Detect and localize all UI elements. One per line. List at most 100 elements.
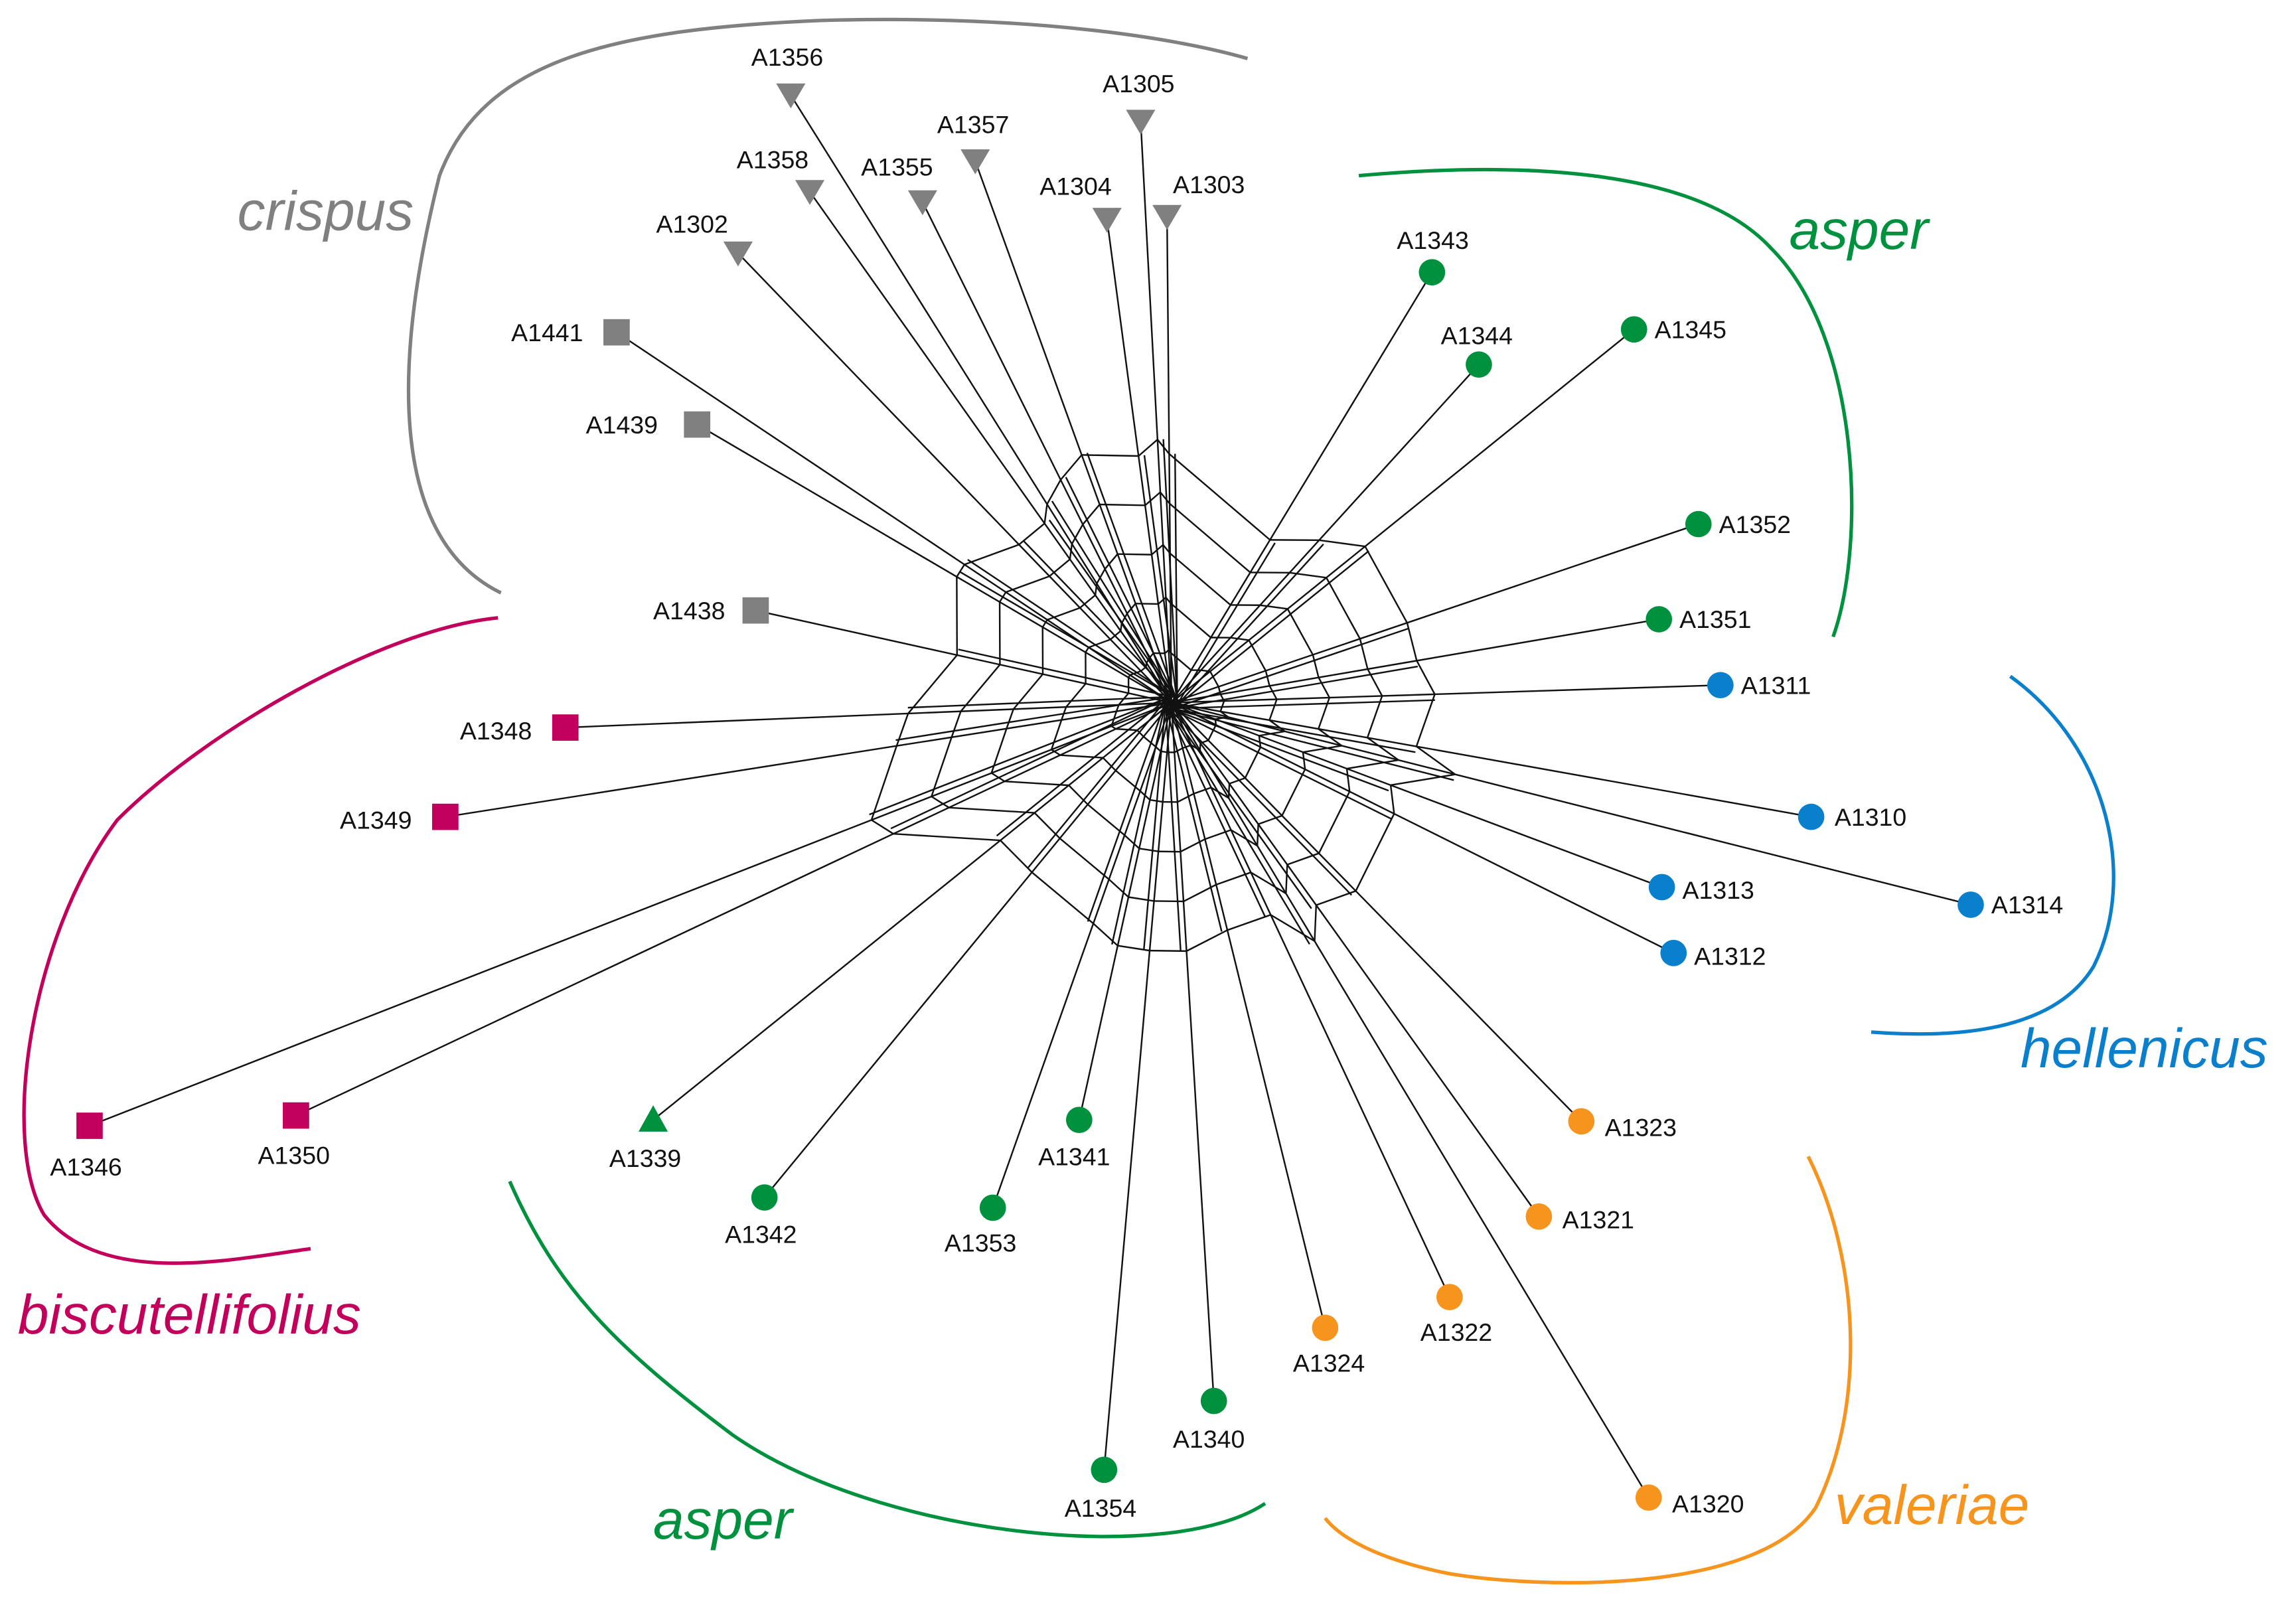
circle-marker-icon bbox=[1200, 1387, 1227, 1414]
taxon-node: A1314 bbox=[1957, 891, 2063, 919]
square-marker-icon bbox=[603, 319, 630, 346]
split-edge bbox=[1346, 759, 1399, 770]
split-edge bbox=[1108, 878, 1129, 898]
split-edge bbox=[907, 696, 1172, 709]
taxon-label: A1304 bbox=[1039, 172, 1111, 200]
group-label-valeriae: valeriae bbox=[1835, 1474, 2029, 1536]
circle-marker-icon bbox=[1312, 1314, 1339, 1341]
split-edge bbox=[1389, 785, 1395, 814]
split-edge bbox=[956, 564, 965, 577]
split-edge bbox=[1268, 719, 1286, 732]
taxon-node: A1312 bbox=[1660, 939, 1766, 970]
split-edge bbox=[1171, 702, 1417, 747]
taxon-node: A1343 bbox=[1397, 226, 1469, 286]
square-marker-icon bbox=[552, 714, 579, 741]
split-edge bbox=[1281, 769, 1306, 816]
circle-marker-icon bbox=[1091, 1456, 1118, 1484]
split-edge bbox=[1314, 905, 1318, 941]
split-edge bbox=[949, 806, 1035, 814]
taxon-node: A1346 bbox=[50, 1112, 122, 1181]
square-marker-icon bbox=[283, 1102, 309, 1129]
taxon-label: A1303 bbox=[1173, 171, 1245, 198]
circle-marker-icon bbox=[1620, 316, 1647, 343]
split-edge bbox=[1168, 453, 1271, 541]
split-edge bbox=[1160, 491, 1171, 504]
taxon-label: A1354 bbox=[1065, 1494, 1136, 1522]
bracket-hellenicus bbox=[1871, 674, 2115, 1036]
edge-A1341 bbox=[1078, 945, 1119, 1120]
taxon-node: A1354 bbox=[1065, 1456, 1136, 1522]
taxon-node: A1324 bbox=[1293, 1314, 1365, 1377]
split-edge bbox=[1142, 735, 1157, 748]
taxon-label: A1302 bbox=[656, 210, 727, 238]
edge-A1342 bbox=[763, 872, 1033, 1198]
split-edge bbox=[1166, 706, 1353, 896]
taxon-node: A1353 bbox=[945, 1194, 1016, 1257]
taxon-node: A1302 bbox=[656, 210, 753, 267]
taxon-node: A1438 bbox=[653, 597, 769, 625]
taxon-label: A1345 bbox=[1655, 315, 1726, 343]
split-edge bbox=[1268, 699, 1278, 721]
taxon-label: A1439 bbox=[586, 411, 658, 439]
split-edge bbox=[1170, 702, 1272, 915]
taxon-label: A1355 bbox=[861, 153, 933, 181]
circle-marker-icon bbox=[1065, 1107, 1093, 1134]
edge-A1340 bbox=[1186, 951, 1215, 1401]
taxon-label: A1314 bbox=[1991, 891, 2063, 919]
split-edge bbox=[1155, 746, 1162, 752]
split-edge bbox=[1165, 704, 1223, 932]
triangle-down-marker-icon bbox=[960, 149, 990, 175]
taxon-label: A1438 bbox=[653, 597, 725, 625]
triangle-down-marker-icon bbox=[1152, 204, 1182, 230]
split-edge bbox=[1031, 872, 1094, 925]
edge-A1348 bbox=[565, 712, 909, 729]
taxon-label: A1358 bbox=[737, 146, 808, 174]
split-edge bbox=[1415, 694, 1436, 747]
split-edge bbox=[1186, 929, 1228, 952]
triangle-down-marker-icon bbox=[723, 241, 753, 267]
edge-A1354 bbox=[1103, 951, 1151, 1470]
bracket-biscutellifolius bbox=[22, 616, 498, 1265]
edge-A1311 bbox=[1434, 684, 1721, 696]
taxon-node: A1310 bbox=[1798, 803, 1906, 831]
taxon-node: A1348 bbox=[460, 714, 579, 745]
circle-marker-icon bbox=[1525, 1203, 1553, 1230]
edge-A1355 bbox=[921, 201, 1061, 481]
split-edge bbox=[1071, 524, 1084, 544]
taxon-label: A1311 bbox=[1741, 671, 1811, 699]
split-edge bbox=[1318, 697, 1331, 729]
split-edge bbox=[1210, 787, 1229, 799]
split-edge bbox=[1364, 546, 1408, 623]
circle-marker-icon bbox=[1418, 259, 1446, 286]
split-edge bbox=[869, 696, 1170, 816]
taxon-label: A1348 bbox=[460, 717, 532, 745]
group-label-hellenicus: hellenicus bbox=[2021, 1017, 2268, 1079]
taxon-node: A1351 bbox=[1645, 605, 1751, 633]
triangle-down-marker-icon bbox=[907, 190, 937, 216]
taxon-label: A1352 bbox=[1719, 510, 1791, 538]
split-edge bbox=[956, 575, 1172, 704]
edge-A1324 bbox=[1226, 930, 1326, 1328]
split-edge bbox=[959, 571, 1175, 699]
split-edge bbox=[1130, 670, 1142, 676]
split-edge bbox=[1390, 773, 1456, 787]
taxon-node: A1311 bbox=[1707, 671, 1811, 699]
circle-marker-icon bbox=[1685, 510, 1712, 538]
split-edge bbox=[1302, 752, 1306, 770]
split-edge bbox=[1117, 553, 1152, 556]
split-edge bbox=[1260, 604, 1288, 610]
split-edge bbox=[1345, 768, 1351, 792]
split-edge bbox=[1092, 702, 1172, 924]
split-edge bbox=[964, 564, 1172, 704]
edge-A1339 bbox=[652, 840, 1001, 1121]
bracket-asper-top bbox=[1358, 167, 1854, 638]
split-edge bbox=[1319, 539, 1365, 548]
square-marker-icon bbox=[76, 1112, 103, 1139]
split-edge bbox=[1085, 647, 1090, 653]
split-edge bbox=[1268, 685, 1278, 700]
split-edge bbox=[1104, 553, 1118, 570]
taxon-label: A1353 bbox=[945, 1229, 1016, 1257]
split-edge bbox=[1068, 785, 1089, 805]
split-edge bbox=[960, 664, 1001, 712]
taxon-label: A1340 bbox=[1173, 1425, 1245, 1453]
